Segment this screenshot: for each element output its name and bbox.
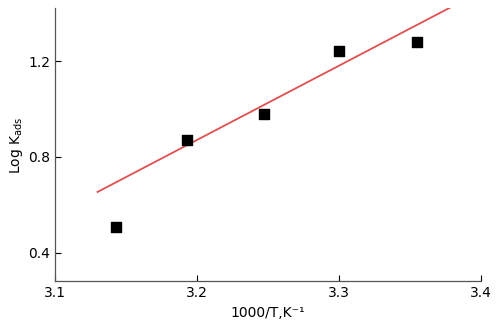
X-axis label: 1000/T,K⁻¹: 1000/T,K⁻¹ [230, 306, 305, 320]
Point [112, 225, 120, 230]
Point [183, 137, 191, 142]
Point [413, 39, 421, 45]
Point [260, 112, 268, 117]
Point [335, 48, 343, 53]
Y-axis label: Log K$_{\sf ads}$: Log K$_{\sf ads}$ [8, 116, 25, 174]
